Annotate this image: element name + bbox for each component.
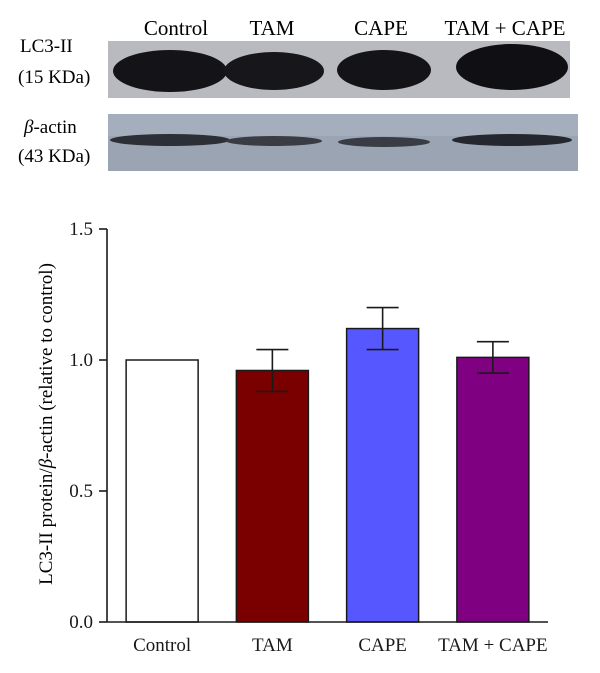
lc3-band: [456, 44, 568, 90]
bar: [456, 356, 530, 623]
error-bars: [256, 306, 509, 393]
lc3-blot-strip: [108, 41, 570, 98]
y-ticks: 0.0 0.5 1.0 1.5: [69, 219, 107, 633]
y-tick-label: 1.0: [69, 350, 93, 371]
actin-row-label: β-actin: [23, 117, 77, 138]
lc3-band: [224, 52, 324, 90]
x-tick-label: TAM + CAPE: [438, 635, 547, 656]
actin-band: [110, 134, 230, 146]
y-tick-label: 0.0: [69, 612, 93, 633]
y-tick-label: 0.5: [69, 481, 93, 502]
x-tick-label: CAPE: [358, 635, 407, 656]
actin-band: [226, 136, 322, 146]
lc3-band: [337, 50, 431, 90]
bars: [125, 327, 530, 623]
blot-lane-label: TAM + CAPE: [444, 16, 565, 40]
blot-lane-label: TAM: [250, 16, 295, 40]
lc3-band: [113, 50, 227, 92]
blot-lane-label: Control: [144, 16, 208, 40]
y-tick-label: 1.5: [69, 219, 93, 240]
actin-band: [452, 134, 572, 146]
x-tick-label: Control: [133, 635, 191, 656]
actin-blot-strip: [108, 114, 578, 171]
bar: [125, 359, 199, 623]
beta-symbol: β: [36, 458, 57, 469]
actin-weight-label: (43 KDa): [18, 146, 90, 167]
beta-symbol: β: [23, 117, 34, 138]
x-tick-labels: Control TAM CAPE TAM + CAPE: [133, 635, 548, 656]
x-tick-label: TAM: [252, 635, 293, 656]
actin-band: [338, 137, 430, 147]
western-blot: Control TAM CAPE TAM + CAPE LC3-II (15 K…: [18, 16, 578, 171]
bar-chart: LC3-II protein/β-actin (relative to cont…: [36, 219, 548, 656]
blot-lane-label: CAPE: [354, 16, 408, 40]
y-axis-label: LC3-II protein/β-actin (relative to cont…: [36, 263, 57, 585]
axes: [106, 229, 548, 623]
lc3-row-label: LC3-II: [20, 36, 73, 57]
bar: [235, 369, 310, 623]
bar: [345, 327, 420, 623]
lc3-weight-label: (15 KDa): [18, 67, 90, 88]
